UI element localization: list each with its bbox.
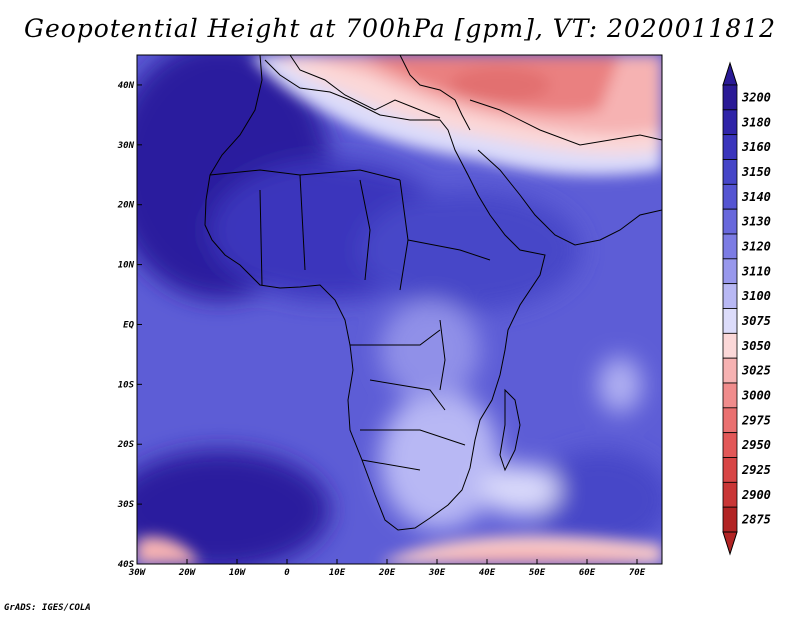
lon-tick-label: 40E xyxy=(479,568,496,578)
lat-tick-label: 10N xyxy=(118,261,135,271)
colorbar-label: 2950 xyxy=(741,438,771,452)
colorbar-swatch xyxy=(722,109,738,136)
colorbar-label: 3075 xyxy=(741,314,771,328)
colorbar-swatch xyxy=(722,382,738,409)
lon-tick-label: 10W xyxy=(229,568,247,578)
lat-tick-label: 20N xyxy=(117,201,135,211)
lat-tick-label: 40N xyxy=(118,81,135,91)
plot-frame xyxy=(136,54,663,565)
colorbar-swatch xyxy=(722,134,738,160)
map-title: Geopotential Height at 700hPa [gpm], VT:… xyxy=(23,14,777,43)
colorbar-swatch xyxy=(722,233,738,260)
colorbar-swatch xyxy=(722,457,738,483)
colorbar-swatch xyxy=(722,481,738,508)
colorbar-swatch xyxy=(722,432,738,458)
lon-tick-label: 20W xyxy=(178,568,197,578)
colorbar-label: 2900 xyxy=(741,488,771,502)
colorbar-label: 3120 xyxy=(741,239,771,253)
colorbar-label: 3160 xyxy=(741,140,771,154)
colorbar-swatch xyxy=(722,208,738,235)
lon-tick-label: 10E xyxy=(329,568,346,578)
colorbar-label: 2925 xyxy=(741,463,771,477)
latitude-axis: 40N 30N 20N 10N EQ 10S 20S 30S 40S xyxy=(117,81,142,570)
colorbar-swatch xyxy=(722,258,738,285)
colorbar-swatch xyxy=(722,357,738,384)
colorbar-label: 3110 xyxy=(741,264,771,278)
lon-tick-label: 0 xyxy=(284,568,290,578)
colorbar-swatch xyxy=(722,308,738,334)
colorbar-label: 3200 xyxy=(741,90,771,104)
colorbar-swatch xyxy=(722,283,738,309)
lon-tick-label: 20E xyxy=(378,568,396,578)
lat-tick-label: 20S xyxy=(117,440,135,450)
lat-tick-label: 10S xyxy=(118,380,135,390)
longitude-axis: 30W 20W 10W 0 10E 20E 30E 40E 50E 60E 70E xyxy=(128,559,646,578)
lat-tick-label: EQ xyxy=(123,320,134,330)
colorbar-swatch xyxy=(722,183,738,210)
lon-tick-label: 30W xyxy=(128,568,147,578)
colorbar-swatch xyxy=(722,159,738,185)
colorbar-label: 3130 xyxy=(741,215,771,229)
colorbar-swatch xyxy=(722,84,738,111)
colorbar-swatch xyxy=(722,506,738,533)
lon-tick-label: 60E xyxy=(579,568,596,578)
lat-tick-label: 30S xyxy=(117,500,135,510)
lon-tick-label: 70E xyxy=(629,568,646,578)
colorbar-label: 3050 xyxy=(741,339,771,353)
colorbar-label: 3025 xyxy=(741,364,771,378)
colorbar-top-arrow xyxy=(722,61,738,86)
colorbar: 3200 3180 3160 3150 3140 3130 3120 3110 3100 3075… xyxy=(722,61,771,556)
lat-tick-label: 40S xyxy=(118,560,135,570)
height-field xyxy=(137,55,662,564)
colorbar-bottom-arrow xyxy=(722,531,738,556)
coastlines xyxy=(204,55,662,531)
colorbar-label: 3180 xyxy=(741,115,771,129)
lat-tick-label: 30N xyxy=(117,141,135,151)
colorbar-label: 3100 xyxy=(741,289,771,303)
colorbar-swatch xyxy=(722,407,738,434)
colorbar-label: 3140 xyxy=(741,190,771,204)
colorbar-label: 3150 xyxy=(741,165,771,179)
colorbar-label: 3000 xyxy=(741,388,771,402)
colorbar-label: 2875 xyxy=(741,513,771,527)
lon-tick-label: 50E xyxy=(529,568,546,578)
credit-label: GrADS: IGES/COLA xyxy=(4,603,91,613)
colorbar-swatch xyxy=(722,332,738,359)
lon-tick-label: 30E xyxy=(428,568,446,578)
colorbar-label: 2975 xyxy=(741,413,771,427)
